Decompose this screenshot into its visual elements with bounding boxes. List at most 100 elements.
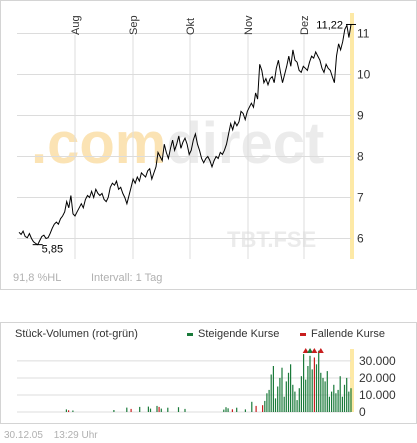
volume-chart-panel: Stück-Volumen (rot-grün) Steigende Kurse… bbox=[0, 322, 417, 424]
volume-bar bbox=[236, 407, 238, 412]
volume-bar bbox=[326, 371, 328, 412]
volume-bar bbox=[277, 386, 279, 412]
volume-bar bbox=[156, 405, 158, 412]
volume-bar bbox=[266, 393, 268, 412]
volume-bar bbox=[223, 409, 225, 412]
volume-bar bbox=[65, 409, 67, 412]
legend-falling-swatch bbox=[300, 332, 306, 336]
volume-bar bbox=[313, 357, 315, 412]
volume-y-tick-label: 20.000 bbox=[359, 371, 396, 385]
volume-y-tick-label: 10.000 bbox=[359, 388, 396, 402]
interval-text: Intervall: 1 Tag bbox=[91, 272, 162, 284]
volume-bar bbox=[348, 391, 350, 412]
volume-bar bbox=[292, 384, 294, 412]
volume-bar bbox=[262, 405, 264, 412]
volume-bar bbox=[296, 400, 298, 412]
volume-bar bbox=[298, 388, 300, 412]
volume-chart: 0 10.000 20.000 30.000 bbox=[17, 348, 396, 419]
volume-bar bbox=[279, 377, 281, 412]
volume-bar bbox=[285, 381, 287, 412]
volume-bar bbox=[343, 384, 346, 412]
price-chart: .comdirect TBT.FSE 6 7 8 9 10 11 Aug Sep Okt Nov Dez… bbox=[13, 13, 371, 284]
volume-bar bbox=[290, 364, 292, 412]
volume-bar bbox=[147, 406, 149, 412]
volume-chart-title: Stück-Volumen (rot-grün) bbox=[15, 328, 138, 340]
volume-peak-marker bbox=[317, 348, 324, 353]
watermark-part1: .com bbox=[31, 111, 166, 176]
volume-bar bbox=[68, 410, 70, 412]
legend-falling-label: Fallende Kurse bbox=[311, 328, 385, 340]
legend-rising-label: Steigende Kurse bbox=[198, 328, 280, 340]
symbol-watermark: TBT.FSE bbox=[227, 227, 316, 252]
volume-bar bbox=[337, 389, 339, 412]
legend-falling: Fallende Kurse bbox=[300, 328, 385, 340]
volume-y-tick-label: 0 bbox=[359, 405, 366, 419]
volume-bar bbox=[331, 391, 333, 412]
y-tick-label: 11 bbox=[357, 27, 370, 41]
price-series-line bbox=[18, 23, 352, 246]
volume-bar bbox=[303, 354, 305, 412]
volume-bar bbox=[225, 407, 227, 412]
volume-bar bbox=[328, 396, 330, 412]
volume-bar bbox=[251, 401, 253, 412]
volume-bar bbox=[335, 393, 337, 412]
x-tick-label: Sep bbox=[128, 15, 140, 35]
y-tick-label: 8 bbox=[357, 150, 364, 164]
volume-latest-band bbox=[350, 349, 354, 412]
volume-bar bbox=[231, 409, 233, 412]
volume-bar bbox=[283, 396, 285, 412]
volume-bar bbox=[307, 366, 309, 412]
volume-bar bbox=[72, 410, 74, 412]
volume-bar bbox=[177, 407, 180, 412]
volume-bar bbox=[281, 367, 283, 412]
volume-bar bbox=[315, 364, 318, 412]
volume-bar bbox=[274, 398, 277, 412]
x-tick-label: Aug bbox=[70, 15, 82, 35]
legend-rising-swatch bbox=[187, 332, 193, 336]
volume-bar bbox=[309, 355, 311, 412]
volume-peak-marker bbox=[307, 348, 314, 353]
volume-bar bbox=[305, 379, 307, 412]
volume-bar bbox=[320, 372, 322, 412]
y-tick-label: 6 bbox=[357, 232, 364, 246]
volume-peak-marker bbox=[311, 348, 318, 353]
min-label: 5,85 bbox=[42, 244, 63, 256]
volume-bar bbox=[333, 384, 335, 412]
x-tick-label: Nov bbox=[243, 15, 255, 35]
volume-bar bbox=[341, 396, 343, 412]
x-tick-label: Okt bbox=[185, 18, 197, 35]
volume-bar bbox=[160, 408, 162, 412]
timestamp: 30.12.05 13:29 Uhr bbox=[4, 430, 106, 441]
timestamp-date: 30.12.05 bbox=[4, 430, 43, 441]
volume-peak-marker bbox=[302, 348, 309, 353]
price-chart-panel: .comdirect TBT.FSE 6 7 8 9 10 11 Aug Sep Okt Nov Dez… bbox=[0, 0, 417, 290]
volume-bar bbox=[264, 400, 266, 412]
volume-bar bbox=[244, 409, 246, 412]
volume-bar bbox=[255, 405, 257, 412]
y-tick-label: 10 bbox=[357, 68, 371, 82]
volume-bar bbox=[268, 389, 270, 412]
volume-bar bbox=[318, 350, 320, 412]
legend-rising: Steigende Kurse bbox=[187, 328, 279, 340]
volume-bar bbox=[113, 410, 115, 412]
volume-bar bbox=[346, 377, 348, 412]
volume-bar bbox=[294, 391, 296, 412]
volume-bar bbox=[324, 381, 326, 412]
volume-y-tick-label: 30.000 bbox=[359, 354, 396, 368]
volume-bar bbox=[130, 408, 132, 412]
timestamp-time: 13:29 Uhr bbox=[53, 430, 98, 441]
volume-bar bbox=[126, 407, 128, 412]
volume-bar bbox=[300, 376, 302, 412]
volume-bar bbox=[158, 406, 160, 412]
volume-bar bbox=[270, 374, 272, 412]
performance-text: 91,8 %HL bbox=[13, 272, 61, 284]
volume-bar bbox=[311, 369, 313, 412]
y-tick-label: 9 bbox=[357, 109, 364, 123]
volume-bar bbox=[272, 366, 274, 412]
volume-bar bbox=[322, 377, 324, 412]
volume-bar bbox=[287, 372, 290, 412]
volume-bar bbox=[339, 376, 341, 412]
volume-bar bbox=[350, 388, 352, 412]
watermark-text: .comdirect bbox=[31, 111, 324, 176]
volume-bar bbox=[227, 408, 229, 412]
